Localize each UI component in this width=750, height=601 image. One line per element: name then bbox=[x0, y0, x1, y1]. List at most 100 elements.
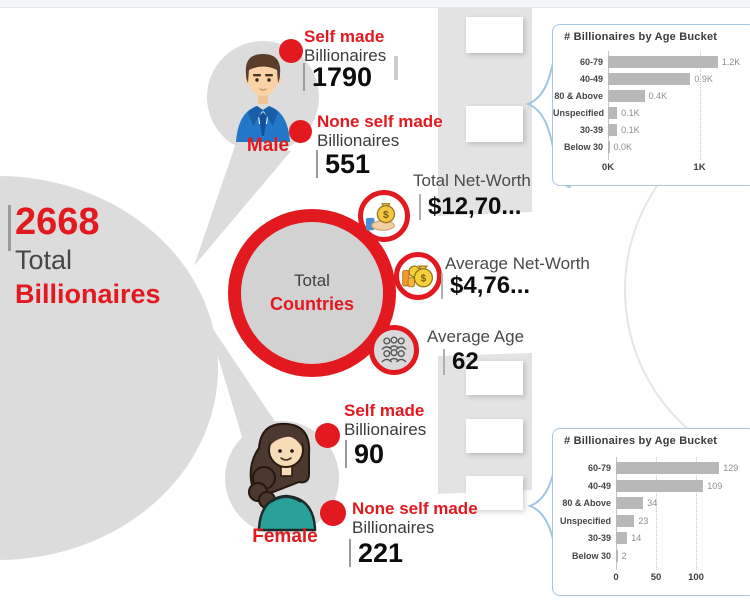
bar-unspecified[interactable] bbox=[608, 107, 618, 119]
male-age-bucket-chart[interactable]: # Billionaires by Age Bucket 0K 1K 60-79 1.… bbox=[552, 24, 750, 186]
x-tick-label: 100 bbox=[688, 572, 704, 583]
chart-row: 60-79 1.2K bbox=[553, 55, 740, 69]
category-label: Unspecified bbox=[559, 515, 611, 526]
chart-row: 30-39 14 bbox=[553, 531, 641, 545]
chart-row: 60-79 129 bbox=[553, 461, 738, 475]
bar-80-above[interactable] bbox=[616, 497, 644, 509]
male-non-self-made-dot bbox=[289, 120, 312, 143]
bar-value-label: 129 bbox=[723, 463, 739, 473]
accent-tick bbox=[394, 56, 398, 80]
x-tick-label: 1K bbox=[693, 162, 706, 173]
category-label: Below 30 bbox=[563, 142, 603, 152]
chart-row: 30-39 0.1K bbox=[553, 123, 640, 137]
total-net-worth-value: $12,70... bbox=[419, 193, 521, 221]
gridline bbox=[696, 457, 697, 570]
category-label: 60-79 bbox=[587, 463, 611, 473]
male-self-made-value: 1790 bbox=[303, 63, 372, 91]
female-non-self-made-value: 221 bbox=[349, 539, 403, 567]
people-group-icon bbox=[381, 336, 407, 363]
left-blob bbox=[0, 176, 218, 560]
total-label-line1: Total bbox=[15, 245, 73, 275]
bar-value-label: 1.2K bbox=[721, 57, 741, 67]
category-label: 40-49 bbox=[579, 74, 603, 84]
bar-40-49[interactable] bbox=[608, 73, 691, 85]
accent-bar bbox=[8, 205, 11, 251]
male-non-self-made-value: 551 bbox=[316, 150, 370, 178]
bar-value-label: 23 bbox=[638, 515, 649, 526]
bar-80-above[interactable] bbox=[608, 90, 645, 102]
female-non-self-made-subtitle: Billionaires bbox=[352, 518, 435, 537]
svg-text:$: $ bbox=[421, 273, 427, 284]
axis-line bbox=[608, 51, 609, 160]
bar-40-49[interactable] bbox=[616, 479, 704, 492]
bar-value-label: 109 bbox=[707, 480, 723, 491]
female-avatar bbox=[248, 422, 317, 532]
bar-value-label: 0.9K bbox=[694, 74, 713, 84]
total-net-worth-ring: $ bbox=[358, 190, 410, 242]
bar-60-79[interactable] bbox=[608, 56, 718, 68]
category-label: 30-39 bbox=[579, 125, 603, 135]
chart-title: # Billionaires by Age Bucket bbox=[564, 31, 718, 43]
chart-title: # Billionaires by Age Bucket bbox=[564, 435, 718, 447]
chart-row: 40-49 109 bbox=[553, 479, 722, 493]
category-label: Unspecified bbox=[553, 108, 605, 118]
female-self-made-value: 90 bbox=[345, 440, 384, 468]
bar-below-30[interactable] bbox=[608, 141, 610, 153]
gridline bbox=[656, 457, 657, 570]
bar-value-label: 14 bbox=[631, 533, 642, 543]
bar-30-39[interactable] bbox=[616, 532, 628, 544]
total-net-worth-label: Total Net-Worth bbox=[413, 171, 531, 190]
chart-row: Unspecified 0.1K bbox=[553, 106, 640, 120]
bar-value-label: 0.0K bbox=[613, 142, 633, 152]
category-label: 30-39 bbox=[587, 533, 611, 543]
category-label: 40-49 bbox=[587, 480, 611, 491]
female-self-made-dot bbox=[315, 423, 340, 448]
category-label: 80 & Above bbox=[562, 498, 611, 508]
female-bubble-tail bbox=[207, 320, 296, 453]
male-label: Male bbox=[246, 135, 290, 156]
gridline bbox=[699, 51, 701, 160]
female-non-self-made-title: None self made bbox=[352, 499, 478, 518]
chart-row: Below 30 2 bbox=[553, 549, 627, 563]
chart-row: 80 & Above 0.4K bbox=[553, 89, 667, 103]
bar-value-label: 0.4K bbox=[648, 91, 668, 101]
money-bag-hand-icon: $ bbox=[365, 203, 396, 231]
bar-60-79[interactable] bbox=[616, 462, 720, 474]
bar-value-label: 2 bbox=[621, 550, 627, 561]
female-non-self-made-dot bbox=[320, 500, 346, 526]
bar-unspecified[interactable] bbox=[616, 514, 635, 527]
female-age-bucket-chart[interactable]: # Billionaires by Age Bucket 0 50 100 60-79… bbox=[552, 428, 750, 596]
svg-text:$: $ bbox=[383, 210, 389, 221]
category-label: 80 & Above bbox=[554, 91, 603, 101]
bar-below-30[interactable] bbox=[616, 549, 618, 562]
chart-row: 80 & Above 34 bbox=[553, 496, 657, 510]
male-non-self-made-subtitle: Billionaires bbox=[317, 131, 400, 150]
female-self-made-title: Self made bbox=[344, 401, 425, 420]
male-self-made-subtitle: Billionaires bbox=[304, 46, 387, 65]
mini-card bbox=[466, 361, 523, 395]
top-strip bbox=[0, 0, 750, 7]
right-white-circle bbox=[624, 113, 750, 467]
mini-card bbox=[466, 17, 523, 53]
average-net-worth-ring: $ bbox=[394, 252, 442, 300]
axis-line bbox=[616, 457, 617, 570]
average-age-ring bbox=[369, 325, 419, 375]
x-tick-label: 50 bbox=[650, 572, 662, 583]
female-label: Female bbox=[252, 526, 318, 547]
average-net-worth-value: $4,76... bbox=[441, 272, 530, 300]
category-label: 60-79 bbox=[579, 57, 603, 67]
bar-30-39[interactable] bbox=[608, 124, 618, 136]
x-tick-label: 0K bbox=[601, 162, 615, 173]
money-bags-coins-icon: $ bbox=[402, 265, 434, 288]
total-billionaires-value: 2668 bbox=[15, 201, 100, 243]
chart-row: Below 30 0.0K bbox=[553, 140, 632, 154]
average-age-value: 62 bbox=[443, 348, 479, 376]
male-self-made-dot bbox=[279, 39, 303, 63]
female-self-made-subtitle: Billionaires bbox=[344, 420, 427, 439]
bar-value-label: 0.1K bbox=[621, 108, 640, 118]
category-label: Below 30 bbox=[571, 550, 611, 561]
center-line2: Countries bbox=[269, 294, 354, 314]
chart-row: 40-49 0.9K bbox=[553, 72, 713, 86]
male-self-made-title: Self made bbox=[304, 27, 385, 46]
